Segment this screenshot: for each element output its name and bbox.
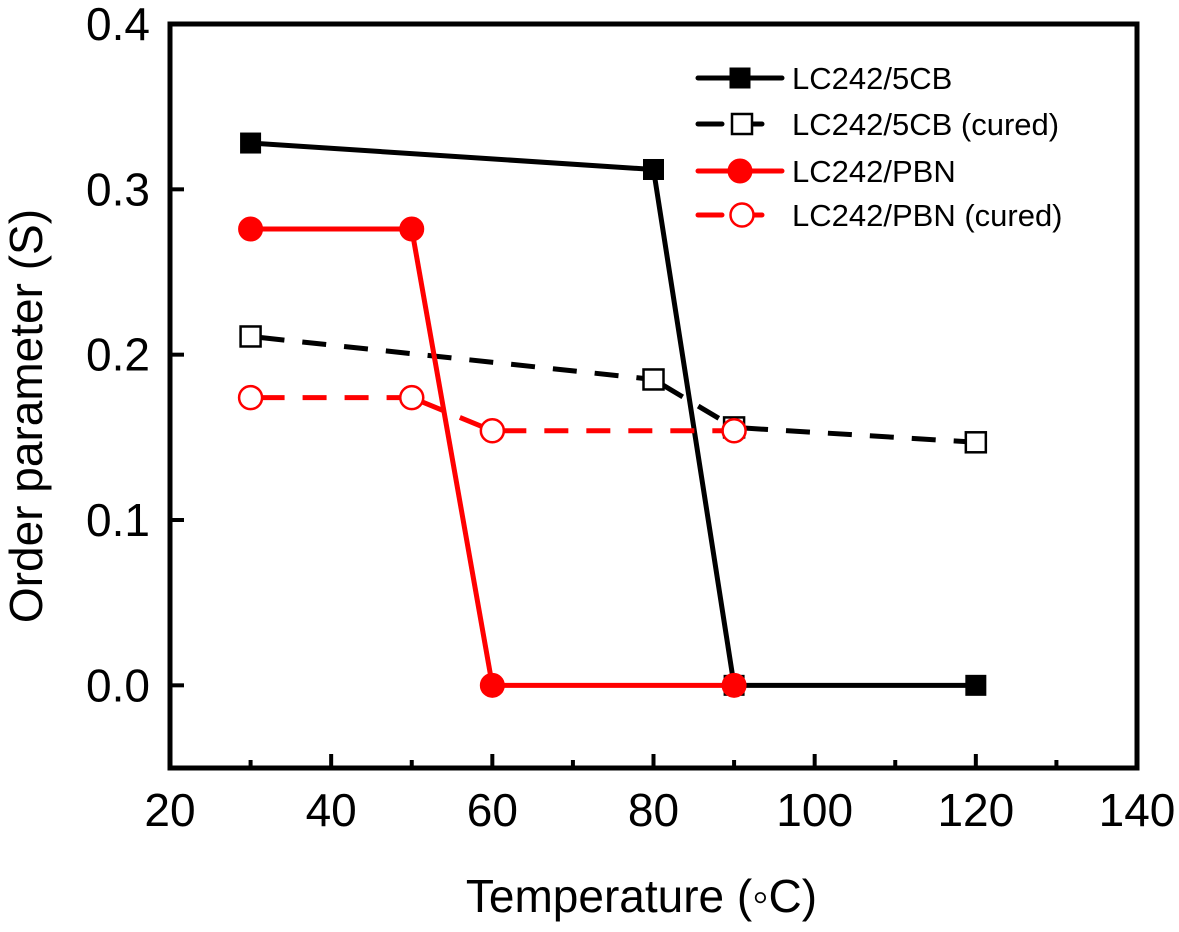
series-markers [237, 384, 747, 444]
series-line [250, 395, 735, 434]
data-point [643, 158, 664, 180]
legend-item: LC242/PBN [695, 154, 956, 189]
x-tick-label: 80 [628, 784, 679, 836]
line-segment [409, 228, 495, 686]
x-axis-title: Temperature (◦C) [466, 870, 817, 922]
y-axis-ticks: 0.0 0.1 0.2 0.3 0.4 [86, 0, 184, 711]
data-point [965, 674, 987, 696]
legend-label: LC242/5CB [792, 61, 952, 96]
data-point [237, 384, 264, 411]
data-point [964, 431, 988, 454]
legend-label: LC242/PBN [792, 154, 956, 189]
x-axis-ticks: 20 40 60 80 100 120 140 [144, 754, 1175, 836]
legend: LC242/5CB LC242/5CB (cured) LC242/PBN LC242… [695, 61, 1063, 233]
legend-label: LC242/5CB (cured) [792, 107, 1059, 142]
y-tick-label: 0.2 [86, 329, 150, 381]
series-line [250, 226, 735, 688]
data-point [399, 216, 425, 242]
legend-item: LC242/5CB [695, 61, 952, 96]
legend-marker [729, 67, 751, 89]
data-point [238, 216, 264, 242]
data-point [721, 672, 747, 698]
x-tick-label: 60 [467, 784, 518, 836]
series-lc242-pbn [238, 216, 747, 698]
line-segment [652, 377, 736, 430]
line-segment [250, 333, 654, 382]
x-tick-label: 20 [144, 784, 195, 836]
legend-marker [729, 202, 755, 228]
legend-marker [730, 112, 754, 136]
data-point [479, 417, 506, 444]
series-lc242-pbn-cured [237, 384, 747, 444]
x-tick-label: 100 [776, 784, 853, 836]
data-point [239, 325, 262, 348]
y-axis-title: Order parameter (S) [0, 209, 52, 623]
y-tick-label: 0.3 [86, 163, 150, 215]
legend-item: LC242/PBN (cured) [695, 198, 1063, 233]
legend-marker [727, 158, 753, 184]
data-point [479, 672, 505, 698]
x-tick-label: 140 [1099, 784, 1176, 836]
y-tick-label: 0.4 [86, 0, 150, 50]
series-line [250, 333, 976, 445]
series-layer [237, 132, 988, 698]
legend-item: LC242/5CB (cured) [695, 107, 1059, 142]
line-segment [651, 169, 737, 686]
line-segment [733, 424, 976, 445]
series-lc242-5cb-cured [239, 325, 988, 454]
line-segment [250, 140, 654, 172]
x-tick-label: 120 [937, 784, 1014, 836]
y-tick-label: 0.1 [86, 494, 150, 546]
y-tick-label: 0.0 [86, 659, 150, 711]
series-line [250, 140, 976, 688]
data-point [642, 368, 665, 391]
series-markers [238, 216, 747, 698]
data-point [399, 384, 425, 411]
legend-label: LC242/PBN (cured) [792, 198, 1063, 233]
x-tick-label: 40 [306, 784, 357, 836]
data-point [721, 417, 747, 444]
data-point [240, 132, 262, 154]
line-segment [410, 395, 494, 434]
